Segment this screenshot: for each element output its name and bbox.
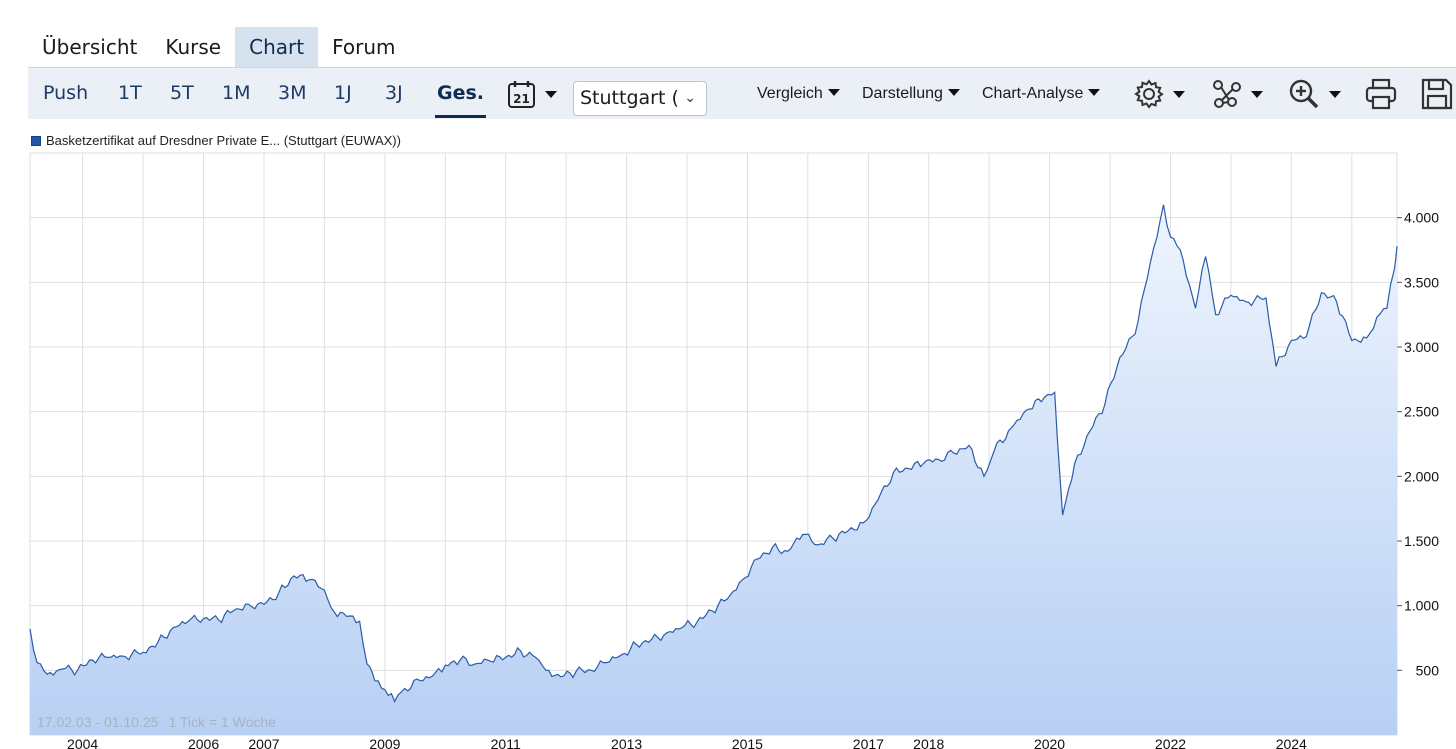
- y-tick-label: 2.500: [1404, 404, 1439, 420]
- x-axis-labels: 2004 2006 2007 2009 2011 2013 2015 2017 2018 2020…: [67, 736, 1307, 749]
- y-tick-label: 3.500: [1404, 274, 1439, 290]
- chevron-down-icon: ⌄: [684, 90, 696, 106]
- x-tick-label: 2018: [913, 736, 944, 749]
- print-button[interactable]: [1364, 76, 1398, 112]
- x-tick-label: 2017: [853, 736, 884, 749]
- vergleich-label: Vergleich: [757, 85, 823, 102]
- range-push-button[interactable]: Push: [43, 82, 89, 104]
- range-1j-button[interactable]: 1J: [334, 82, 352, 104]
- exchange-select-value: Stuttgart (: [580, 87, 679, 109]
- x-tick-label: 2015: [732, 736, 763, 749]
- caret-down-icon: [827, 89, 840, 97]
- vergleich-menu[interactable]: Vergleich: [757, 83, 840, 105]
- range-5t-button[interactable]: 5T: [170, 82, 194, 104]
- chart-date-note: 17.02.03 - 01.10.25 1 Tick = 1 Woche: [37, 714, 276, 730]
- zoom-in-icon: [1289, 79, 1319, 109]
- settings-button[interactable]: [1133, 76, 1185, 112]
- gear-icon: [1134, 79, 1164, 109]
- caret-down-icon: [1088, 89, 1101, 97]
- range-3j-button[interactable]: 3J: [385, 82, 403, 104]
- price-area: [30, 204, 1397, 735]
- caret-down-icon: [947, 89, 960, 97]
- chevron-down-icon: [545, 90, 557, 98]
- x-tick-label: 2007: [248, 736, 279, 749]
- save-icon: [1421, 78, 1453, 110]
- y-tick-label: 2.000: [1404, 468, 1439, 484]
- y-tick-label: 500: [1416, 662, 1440, 678]
- y-tick-label: 1.000: [1404, 598, 1439, 614]
- range-3m-button[interactable]: 3M: [278, 82, 307, 104]
- x-tick-label: 2009: [369, 736, 400, 749]
- chart-toolbar: Push 1T 5T 1M 3M 1J 3J Ges. 21 Stuttgart…: [28, 67, 1456, 119]
- network-icon: [1213, 80, 1241, 108]
- darstellung-menu[interactable]: Darstellung: [862, 83, 960, 105]
- range-gesamt-button[interactable]: Ges.: [434, 78, 487, 118]
- y-axis-labels: 4.000 3.500 3.000 2.500 2.000 1.500 1.000 500: [1404, 210, 1439, 679]
- date-range-label: 17.02.03 - 01.10.25: [37, 714, 159, 730]
- calendar-dropdown[interactable]: 21: [507, 76, 557, 112]
- x-tick-label: 2022: [1155, 736, 1186, 749]
- x-tick-label: 2011: [491, 736, 521, 749]
- caret-down-icon: [1251, 90, 1263, 98]
- y-tick-label: 1.500: [1404, 533, 1439, 549]
- tab-kurse[interactable]: Kurse: [165, 35, 222, 59]
- chart-analyse-menu[interactable]: Chart-Analyse: [982, 83, 1101, 105]
- tab-uebersicht[interactable]: Übersicht: [42, 35, 138, 59]
- y-tick-label: 4.000: [1404, 210, 1439, 226]
- chart-analyse-label: Chart-Analyse: [982, 85, 1084, 102]
- save-button[interactable]: [1420, 76, 1454, 112]
- x-tick-label: 2006: [188, 736, 219, 749]
- print-icon: [1365, 78, 1397, 110]
- legend-swatch: [31, 136, 41, 146]
- range-1m-button[interactable]: 1M: [222, 82, 251, 104]
- tab-chart[interactable]: Chart: [235, 27, 319, 76]
- tab-forum[interactable]: Forum: [332, 35, 396, 59]
- range-1t-button[interactable]: 1T: [118, 82, 142, 104]
- chart-legend: Basketzertifikat auf Dresdner Private E.…: [31, 133, 401, 148]
- y-tick-label: 3.000: [1404, 339, 1439, 355]
- x-tick-label: 2004: [67, 736, 98, 749]
- caret-down-icon: [1329, 90, 1341, 98]
- calendar-icon: 21: [508, 81, 535, 108]
- zoom-button[interactable]: [1287, 76, 1341, 112]
- legend-label: Basketzertifikat auf Dresdner Private E.…: [46, 133, 401, 148]
- exchange-select[interactable]: Stuttgart ( ⌄: [573, 81, 707, 116]
- x-tick-label: 2013: [611, 736, 642, 749]
- price-line: [29, 204, 1398, 703]
- darstellung-label: Darstellung: [862, 85, 943, 102]
- x-tick-label: 2020: [1034, 736, 1065, 749]
- calendar-day: 21: [513, 92, 530, 106]
- indicators-button[interactable]: [1211, 76, 1263, 112]
- tick-note-label: 1 Tick = 1 Woche: [168, 714, 276, 730]
- main-tabs: Übersicht Kurse Chart Forum: [28, 27, 410, 76]
- caret-down-icon: [1173, 90, 1185, 98]
- x-tick-label: 2024: [1276, 736, 1307, 749]
